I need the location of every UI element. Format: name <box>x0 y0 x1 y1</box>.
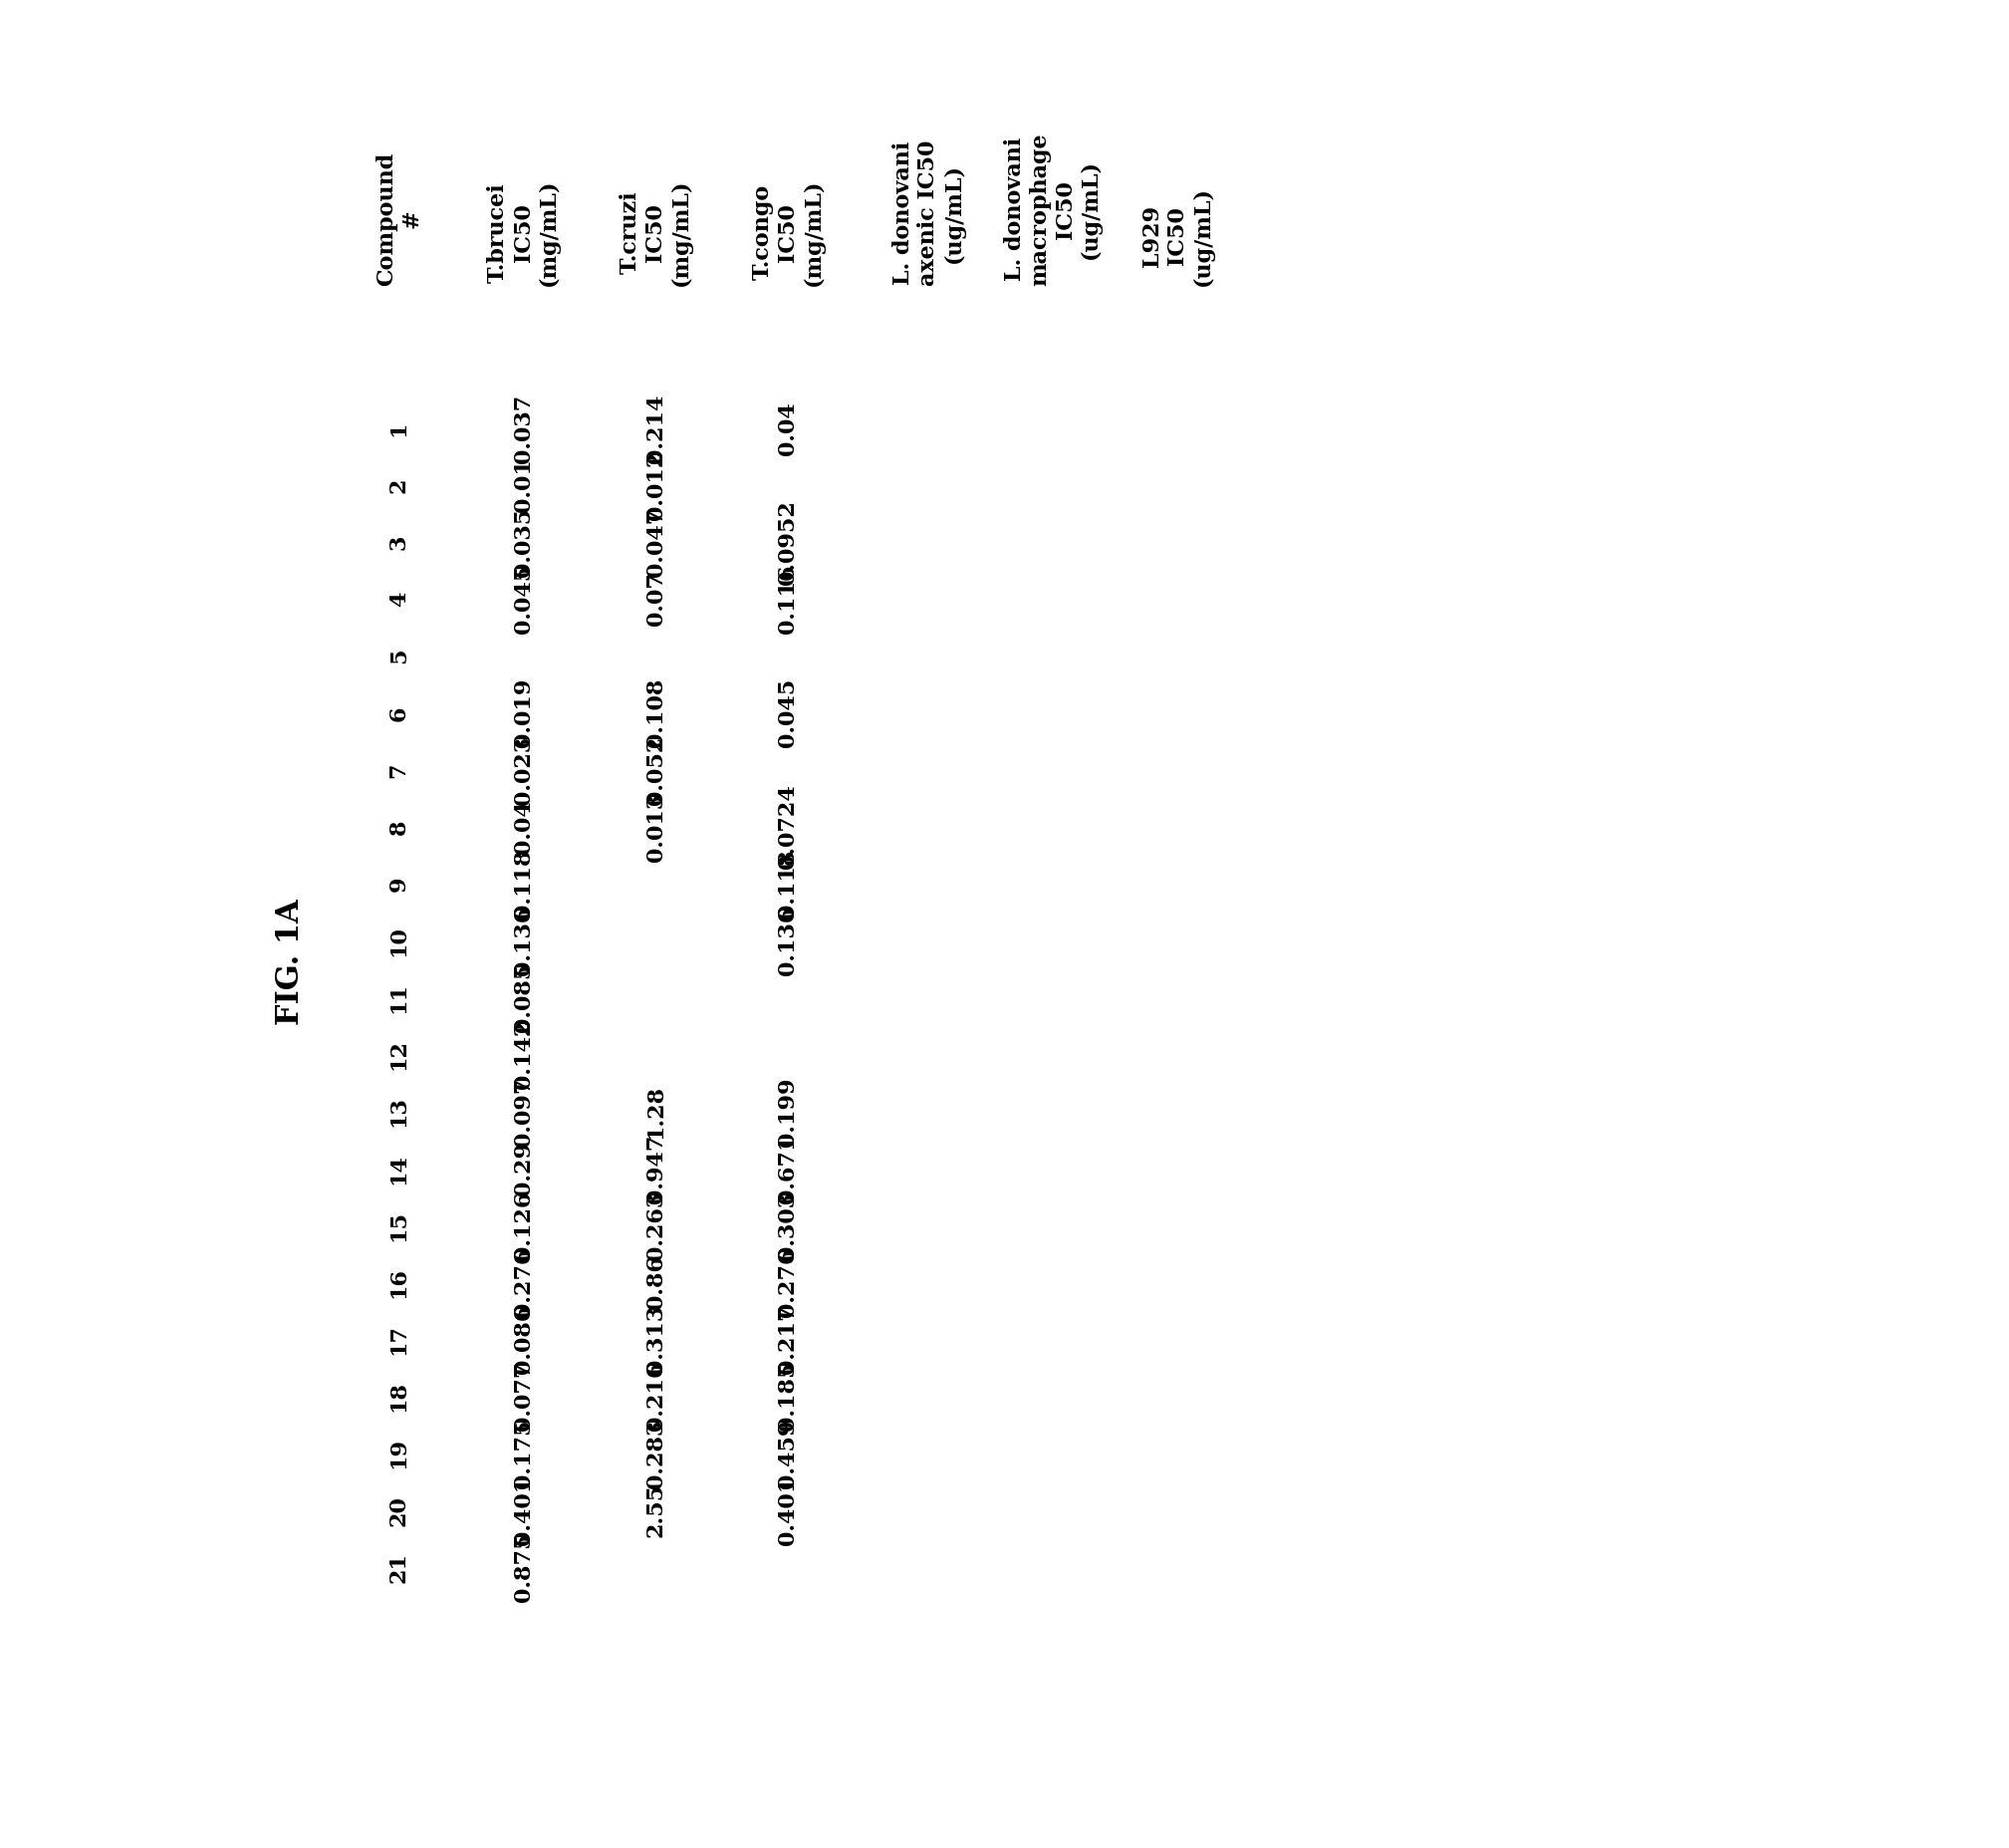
Text: 17: 17 <box>388 1323 410 1355</box>
Text: 0.108: 0.108 <box>645 678 667 747</box>
Text: L. donovani
axenic IC50
(ug/mL): L. donovani axenic IC50 (ug/mL) <box>892 140 964 286</box>
Text: 0.216: 0.216 <box>645 1362 667 1430</box>
Text: 0.097: 0.097 <box>512 1077 534 1146</box>
Text: 0.214: 0.214 <box>645 394 667 462</box>
Text: 0.0952: 0.0952 <box>777 499 800 584</box>
Text: 0.401: 0.401 <box>512 1475 534 1545</box>
Text: 0.86: 0.86 <box>645 1255 667 1308</box>
Text: 0.0724: 0.0724 <box>777 784 800 869</box>
Text: 0.29: 0.29 <box>512 1142 534 1196</box>
Text: 0.263: 0.263 <box>645 1190 667 1260</box>
Text: 0.077: 0.077 <box>512 1362 534 1430</box>
Text: 10: 10 <box>388 926 410 955</box>
Text: 0.023: 0.023 <box>512 736 534 804</box>
Text: 0.136: 0.136 <box>777 906 800 976</box>
Text: 1.28: 1.28 <box>645 1085 667 1138</box>
Text: FIG. 1A: FIG. 1A <box>275 898 305 1026</box>
Text: 0.175: 0.175 <box>512 1417 534 1488</box>
Text: 0.185: 0.185 <box>777 1362 800 1430</box>
Text: 11: 11 <box>388 981 410 1013</box>
Text: 15: 15 <box>388 1209 410 1240</box>
Text: 0.283: 0.283 <box>645 1417 667 1488</box>
Text: 6: 6 <box>388 704 410 721</box>
Text: 0.947: 0.947 <box>645 1133 667 1203</box>
Text: 2.55: 2.55 <box>645 1482 667 1536</box>
Text: 0.118: 0.118 <box>512 848 534 918</box>
Text: 0.04: 0.04 <box>777 401 800 455</box>
Text: 7: 7 <box>388 761 410 778</box>
Text: L929
IC50
(ug/mL): L929 IC50 (ug/mL) <box>1141 187 1213 286</box>
Text: 0.035: 0.035 <box>512 508 534 577</box>
Text: 20: 20 <box>388 1495 410 1525</box>
Text: 0.045: 0.045 <box>777 678 800 747</box>
Text: 19: 19 <box>388 1438 410 1467</box>
Text: Compound
#: Compound # <box>376 152 422 286</box>
Text: 5: 5 <box>388 649 410 663</box>
Text: 0.013: 0.013 <box>645 793 667 861</box>
Text: 0.012: 0.012 <box>645 451 667 519</box>
Text: 0.07: 0.07 <box>645 573 667 626</box>
Text: 0.313: 0.313 <box>645 1305 667 1373</box>
Text: 0.118: 0.118 <box>777 848 800 918</box>
Text: T.congo
IC50
(mg/mL): T.congo IC50 (mg/mL) <box>751 179 824 286</box>
Text: 0.045: 0.045 <box>512 564 534 634</box>
Text: 0.142: 0.142 <box>512 1020 534 1088</box>
Text: 0.671: 0.671 <box>777 1133 800 1203</box>
Text: L. donovani
macrophage
IC50
(ug/mL): L. donovani macrophage IC50 (ug/mL) <box>1004 133 1101 286</box>
Text: 0.085: 0.085 <box>512 963 534 1031</box>
Text: 2: 2 <box>388 477 410 493</box>
Text: 13: 13 <box>388 1096 410 1127</box>
Text: 1: 1 <box>388 419 410 436</box>
Text: 0.116: 0.116 <box>777 564 800 634</box>
Text: 21: 21 <box>388 1550 410 1582</box>
Text: 0.401: 0.401 <box>777 1475 800 1545</box>
Text: 0.04: 0.04 <box>512 800 534 854</box>
Text: 9: 9 <box>388 876 410 891</box>
Text: 0.276: 0.276 <box>777 1247 800 1316</box>
Text: 0.217: 0.217 <box>777 1305 800 1373</box>
Text: 4: 4 <box>388 591 410 606</box>
Text: 0.047: 0.047 <box>645 508 667 577</box>
Text: T.brucei
IC50
(mg/mL): T.brucei IC50 (mg/mL) <box>488 179 561 286</box>
Text: 3: 3 <box>388 534 410 549</box>
Text: T.cruzi
IC50
(mg/mL): T.cruzi IC50 (mg/mL) <box>619 179 693 286</box>
Text: 16: 16 <box>388 1266 410 1297</box>
Text: 0.01: 0.01 <box>512 458 534 512</box>
Text: 12: 12 <box>388 1039 410 1070</box>
Text: 0.019: 0.019 <box>512 678 534 747</box>
Text: 8: 8 <box>388 819 410 833</box>
Text: 0.276: 0.276 <box>512 1247 534 1316</box>
Text: 0.875: 0.875 <box>512 1532 534 1600</box>
Text: 0.459: 0.459 <box>777 1417 800 1488</box>
Text: 0.126: 0.126 <box>512 1190 534 1260</box>
Text: 0.037: 0.037 <box>512 394 534 462</box>
Text: 0.052: 0.052 <box>645 736 667 804</box>
Text: 0.086: 0.086 <box>512 1305 534 1373</box>
Text: 0.199: 0.199 <box>777 1077 800 1146</box>
Text: 14: 14 <box>388 1153 410 1183</box>
Text: 18: 18 <box>388 1380 410 1412</box>
Text: 0.303: 0.303 <box>777 1190 800 1258</box>
Text: 0.136: 0.136 <box>512 906 534 976</box>
